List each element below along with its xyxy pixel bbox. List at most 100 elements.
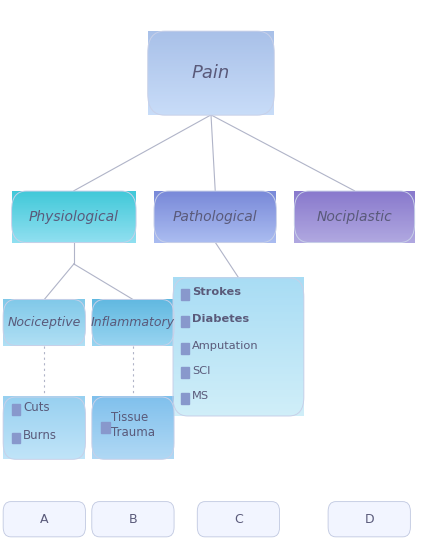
Bar xyxy=(3,317,85,319)
Bar xyxy=(12,221,136,223)
Bar xyxy=(3,300,85,302)
Bar xyxy=(295,216,415,218)
Bar xyxy=(3,314,85,315)
Bar xyxy=(92,429,174,430)
Bar xyxy=(154,216,276,218)
Bar xyxy=(12,228,136,229)
Bar xyxy=(286,180,295,191)
Bar xyxy=(295,215,415,217)
Bar xyxy=(3,429,85,430)
Bar xyxy=(12,236,136,237)
Bar xyxy=(148,49,274,51)
Bar xyxy=(173,367,304,370)
Bar xyxy=(148,54,274,56)
Bar xyxy=(3,449,85,451)
Bar xyxy=(295,205,415,207)
Bar xyxy=(295,228,415,230)
Bar xyxy=(92,449,174,451)
Bar xyxy=(295,229,415,230)
Text: C: C xyxy=(234,513,243,526)
Bar xyxy=(138,18,148,31)
Bar xyxy=(84,387,92,397)
Bar xyxy=(154,225,276,226)
Bar xyxy=(173,370,304,372)
Bar xyxy=(173,284,304,287)
Bar xyxy=(295,201,415,202)
Bar xyxy=(173,312,304,314)
Bar xyxy=(3,405,85,406)
Bar xyxy=(154,207,276,208)
Bar xyxy=(92,318,174,319)
Bar xyxy=(92,416,174,418)
Bar xyxy=(148,36,274,38)
Bar xyxy=(92,322,174,324)
Bar xyxy=(3,408,85,410)
Bar xyxy=(154,215,276,217)
Bar xyxy=(92,425,174,427)
Bar xyxy=(3,439,85,441)
Bar xyxy=(154,231,276,233)
Bar xyxy=(154,238,276,239)
Bar xyxy=(86,289,93,299)
Bar xyxy=(295,232,415,233)
Bar xyxy=(3,402,85,403)
Bar xyxy=(173,314,304,317)
Bar xyxy=(3,339,85,340)
Bar xyxy=(3,456,85,457)
Bar xyxy=(3,328,85,330)
Bar xyxy=(3,313,85,315)
Bar xyxy=(92,439,174,441)
Bar xyxy=(92,342,174,343)
Bar xyxy=(148,94,274,95)
Bar xyxy=(148,92,274,94)
Bar xyxy=(12,214,136,215)
Bar xyxy=(92,333,174,334)
Bar xyxy=(3,309,85,311)
Bar xyxy=(295,210,415,212)
Bar xyxy=(295,218,415,220)
Bar xyxy=(154,209,276,210)
Bar xyxy=(173,342,304,345)
Bar xyxy=(173,411,304,414)
Bar xyxy=(173,353,304,356)
Bar xyxy=(92,457,174,459)
Bar xyxy=(3,435,85,436)
Bar xyxy=(148,112,274,114)
Bar xyxy=(154,241,276,243)
Bar xyxy=(295,199,415,201)
Bar xyxy=(148,80,274,81)
Bar xyxy=(3,311,85,312)
Bar xyxy=(3,434,85,435)
Bar xyxy=(154,238,276,240)
Bar xyxy=(92,324,174,326)
Bar xyxy=(3,417,85,419)
Bar xyxy=(84,460,92,469)
Bar xyxy=(86,346,93,356)
Bar xyxy=(154,208,276,209)
Bar xyxy=(295,231,415,233)
Bar xyxy=(3,324,85,326)
Bar xyxy=(92,317,174,318)
Bar xyxy=(295,221,415,223)
Text: Burns: Burns xyxy=(23,429,57,442)
Bar xyxy=(148,67,274,69)
Bar xyxy=(173,374,304,377)
Bar xyxy=(12,238,136,240)
Bar xyxy=(148,37,274,40)
Bar xyxy=(92,458,174,459)
Bar xyxy=(12,211,136,212)
Bar xyxy=(173,278,304,280)
Bar xyxy=(174,460,181,469)
Bar xyxy=(154,198,276,199)
Bar xyxy=(92,335,174,336)
Bar xyxy=(92,307,174,309)
Bar xyxy=(3,424,85,426)
Bar xyxy=(12,197,136,198)
Bar xyxy=(276,243,285,254)
Bar xyxy=(164,267,173,278)
Bar xyxy=(3,437,85,438)
Bar xyxy=(154,213,276,214)
Bar xyxy=(12,203,136,204)
Bar xyxy=(154,203,276,205)
Bar xyxy=(3,414,85,416)
